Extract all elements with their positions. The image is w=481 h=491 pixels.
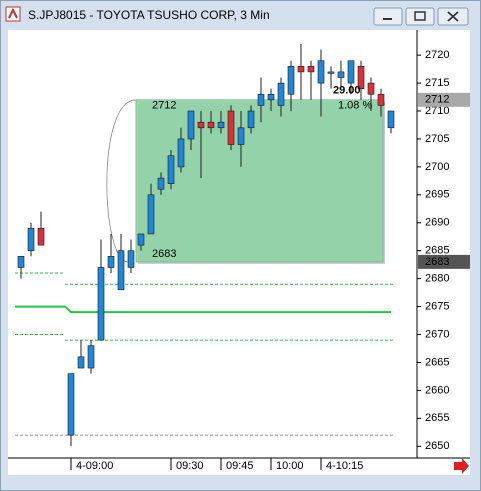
y-tick-label: 2710 <box>425 105 449 117</box>
y-tick-label: 2650 <box>425 440 449 452</box>
candle-body <box>217 121 225 129</box>
candle-body <box>37 228 45 246</box>
candle-body <box>377 93 385 106</box>
candle-body <box>27 228 35 252</box>
candle-body <box>87 345 95 369</box>
minimize-button[interactable] <box>373 7 403 26</box>
y-tick-label: 2705 <box>425 133 449 145</box>
y-tick-label: 2660 <box>425 384 449 396</box>
candle-body <box>127 250 135 268</box>
candle-body <box>337 71 345 78</box>
y-tick-label: 2665 <box>425 356 449 368</box>
x-tick-label: 4-10:15 <box>326 460 363 472</box>
close-glyph <box>447 11 459 22</box>
app-icon-glyph <box>8 7 18 19</box>
candle-body <box>17 255 25 268</box>
candle-body <box>177 138 185 168</box>
y-tick-label: 2685 <box>425 245 449 257</box>
y-tick-label: 2670 <box>425 328 449 340</box>
candle-body <box>77 356 85 369</box>
candle-body <box>97 267 105 341</box>
x-tick-label: 09:30 <box>176 460 204 472</box>
candle-body <box>357 66 365 89</box>
y-tick-label: 2715 <box>425 77 449 89</box>
candle-body <box>207 121 215 129</box>
candle-body <box>227 110 235 145</box>
y-tick-label: 2695 <box>425 189 449 201</box>
y-tick-label: 2680 <box>425 273 449 285</box>
level-line <box>15 305 391 314</box>
y-tick-label: 2655 <box>425 412 449 424</box>
candle-body <box>297 66 305 73</box>
price-marker-label: 2712 <box>425 94 449 106</box>
y-tick-label: 2675 <box>425 300 449 312</box>
y-tick-label: 2700 <box>425 161 449 173</box>
window-buttons[interactable] <box>373 7 469 26</box>
restore-glyph <box>414 11 426 21</box>
restore-button[interactable] <box>405 7 435 26</box>
box-percent: 1.08 % <box>338 100 372 112</box>
price-marker <box>418 92 470 107</box>
candle-body <box>147 194 155 235</box>
candle-body <box>237 127 245 145</box>
box-top-label: 2712 <box>152 100 176 112</box>
candle-body <box>257 93 265 106</box>
window-title: S.JPJ8015 - TOYOTA TSUSHO CORP, 3 Min <box>28 8 270 22</box>
candle-body <box>267 93 275 101</box>
candle-body <box>157 177 165 190</box>
scroll-arrow[interactable] <box>454 458 469 474</box>
candle-body <box>347 60 355 84</box>
plot: 2650 2655 2660 2665 2670 2675 2680 2685 2690 2695… <box>15 43 470 472</box>
candle-body <box>67 373 75 436</box>
candle-body <box>167 155 175 184</box>
candle-body <box>317 60 325 84</box>
candle-body <box>367 82 375 95</box>
x-tick-label: 4-09:00 <box>76 460 113 472</box>
candle-body <box>107 255 115 268</box>
candle-body <box>307 66 315 73</box>
price-marker <box>418 254 470 269</box>
candle-body <box>247 110 255 129</box>
price-marker-label: 2683 <box>425 256 449 268</box>
candle-body <box>187 110 195 140</box>
candle-body <box>327 71 335 74</box>
candle-body <box>117 250 125 291</box>
measure-box <box>135 99 384 263</box>
y-tick-label: 2720 <box>425 49 449 61</box>
box-bottom-label: 2683 <box>152 248 176 260</box>
y-tick-label: 2690 <box>425 217 449 229</box>
candle-body <box>137 233 145 246</box>
x-tick-label: 10:00 <box>276 460 304 472</box>
box-change: 29.00 <box>333 85 361 97</box>
x-tick-label: 09:45 <box>226 460 254 472</box>
candle-body <box>197 121 205 129</box>
candle-body <box>277 82 285 106</box>
candle-body <box>287 66 295 95</box>
candle-body <box>387 110 395 129</box>
